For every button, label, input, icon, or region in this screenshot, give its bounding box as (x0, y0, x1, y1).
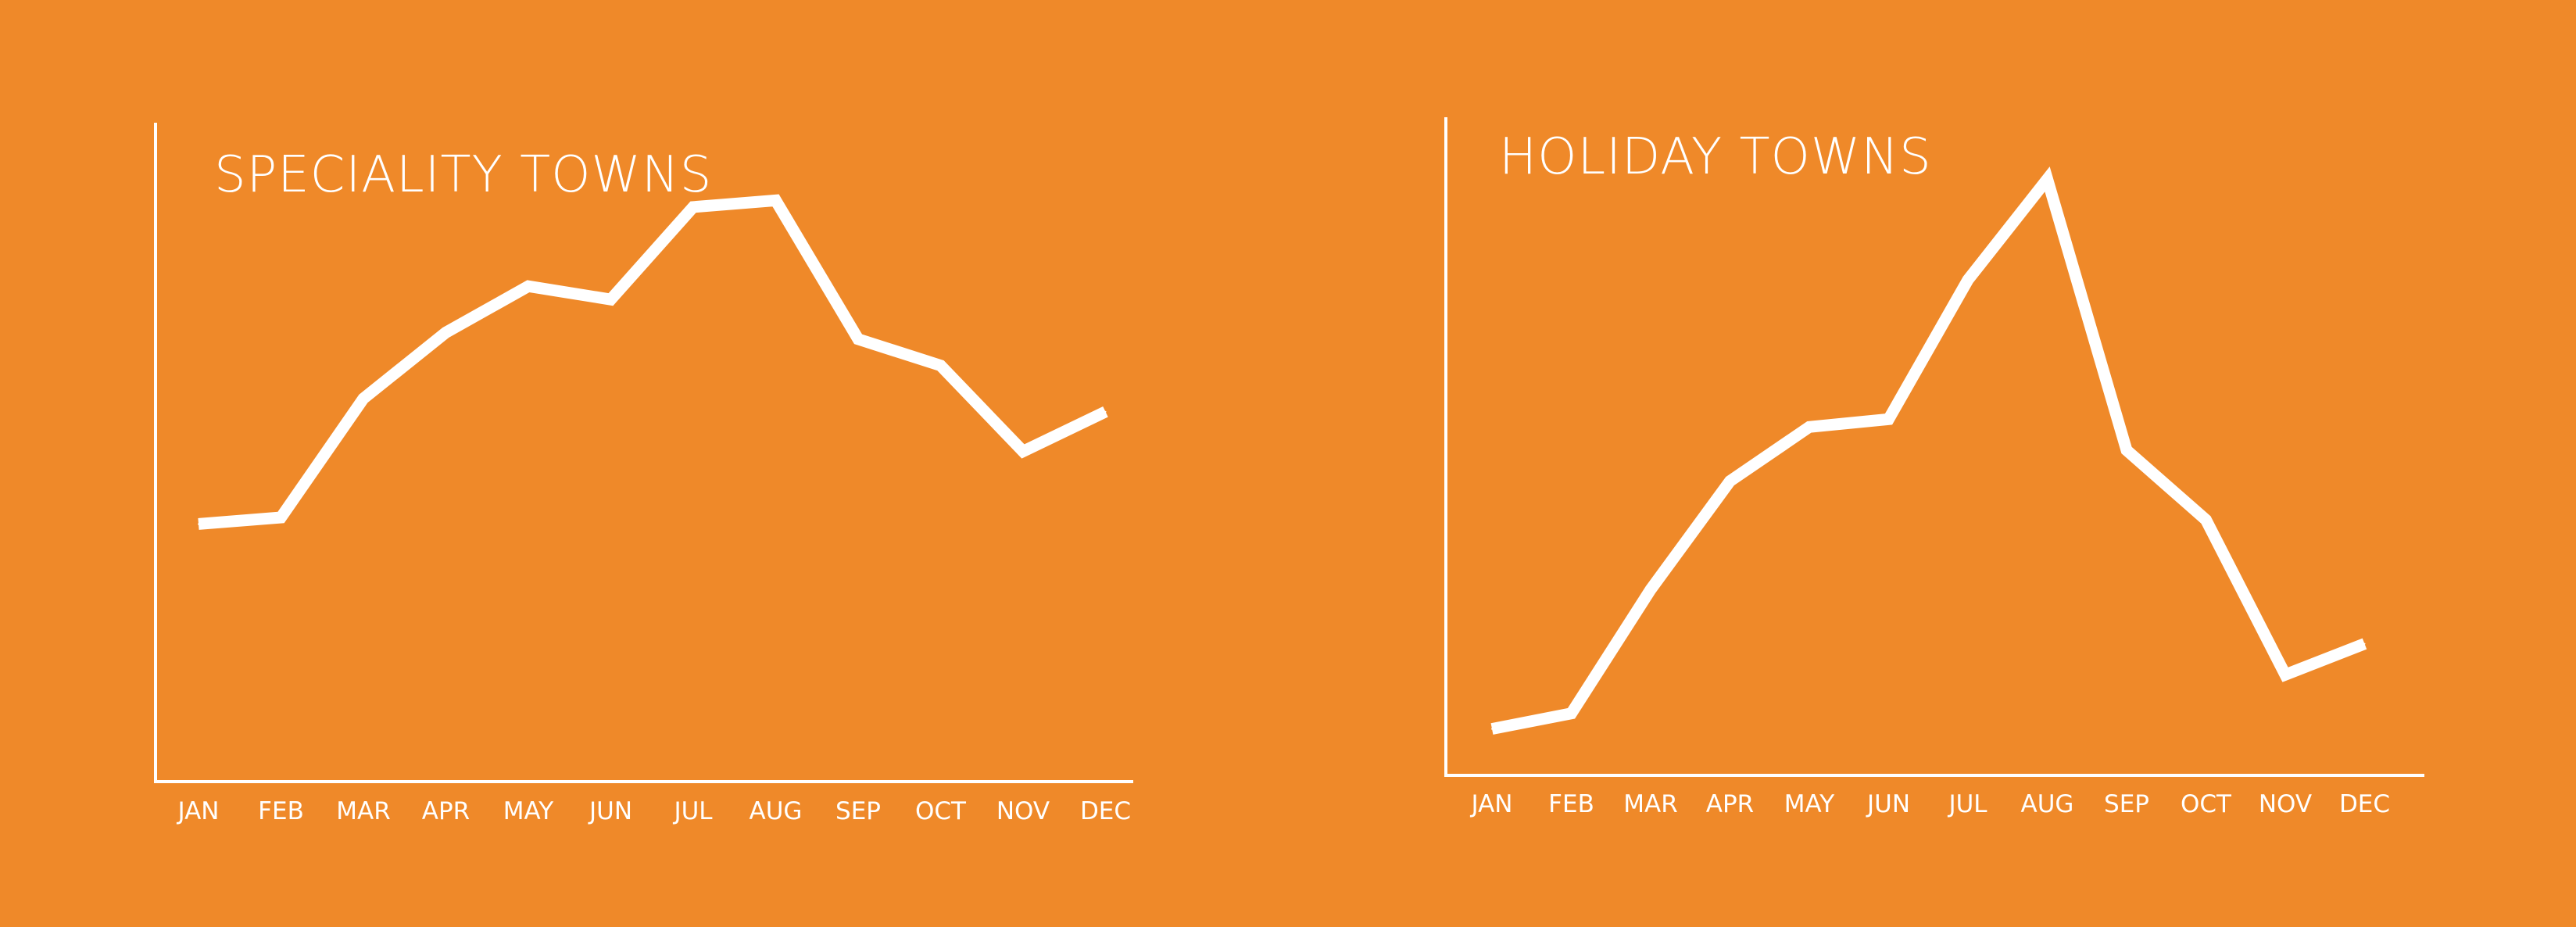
data-point (2046, 178, 2048, 181)
chart-title: SPECIALITY TOWNS (214, 146, 712, 204)
x-tick-labels: JAN FEB MAR APR MAY JUN JUL AUG SEP OCT NOV DEC (177, 797, 1132, 825)
data-point (2284, 674, 2286, 676)
x-tick-label: DEC (1080, 797, 1131, 825)
data-point (1570, 712, 1572, 714)
x-tick-labels: JAN FEB MAR APR MAY JUN JUL AUG SEP OCT NOV DEC (1470, 790, 2391, 818)
x-tick-label: JAN (177, 797, 220, 825)
chart-title: HOLIDAY TOWNS (1499, 128, 1932, 186)
data-point (528, 285, 529, 288)
x-tick-label: NOV (2259, 790, 2312, 818)
x-tick-label: FEB (1548, 790, 1594, 818)
data-point (1809, 426, 1810, 428)
x-tick-label: MAY (503, 797, 554, 825)
series-layer (1490, 166, 2367, 735)
speciality-towns-chart: SPECIALITY TOWNS JAN FEB MAR APR MAY JUN JUL AU… (154, 123, 1133, 825)
x-tick-label: APR (422, 797, 470, 825)
x-tick-label: AUG (2021, 790, 2074, 818)
data-point (1022, 450, 1024, 453)
data-point (2126, 449, 2127, 451)
x-tick-label: MAY (1784, 790, 1835, 818)
data-point (775, 199, 777, 202)
data-point (692, 206, 694, 208)
x-tick-label: OCT (915, 797, 967, 825)
x-tick-label: JUN (588, 797, 632, 825)
x-tick-label: SEP (2104, 790, 2149, 818)
data-point (610, 299, 612, 301)
series-layer (198, 194, 1108, 530)
holiday-towns-chart: HOLIDAY TOWNS JAN FEB MAR APR MAY JUN JUL AUG SE… (1444, 117, 2424, 818)
data-point (198, 523, 199, 525)
data-point (1491, 728, 1493, 730)
x-tick-label: MAR (1623, 790, 1678, 818)
x-tick-label: SEP (835, 797, 881, 825)
series-line (198, 194, 1108, 530)
data-point (1729, 480, 1731, 482)
x-tick-label: NOV (996, 797, 1050, 825)
data-point (2205, 519, 2207, 521)
data-point (1650, 589, 1651, 591)
x-tick-label: AUG (750, 797, 803, 825)
x-tick-label: DEC (2339, 790, 2390, 818)
data-point (1967, 279, 1969, 281)
data-point (1104, 410, 1107, 413)
data-point (445, 331, 447, 334)
x-tick-label: JUN (1866, 790, 1910, 818)
data-point (857, 338, 859, 340)
x-tick-label: OCT (2181, 790, 2232, 818)
data-point (939, 364, 942, 367)
data-point (1887, 418, 1890, 421)
x-tick-label: JAN (1470, 790, 1513, 818)
x-tick-label: JUL (1947, 790, 1987, 818)
x-tick-label: JUL (672, 797, 713, 825)
data-point (280, 517, 282, 518)
data-point (2363, 642, 2366, 645)
x-tick-label: MAR (336, 797, 391, 825)
data-point (363, 397, 364, 399)
x-tick-label: APR (1706, 790, 1754, 818)
x-tick-label: FEB (258, 797, 304, 825)
series-line (1490, 166, 2367, 735)
